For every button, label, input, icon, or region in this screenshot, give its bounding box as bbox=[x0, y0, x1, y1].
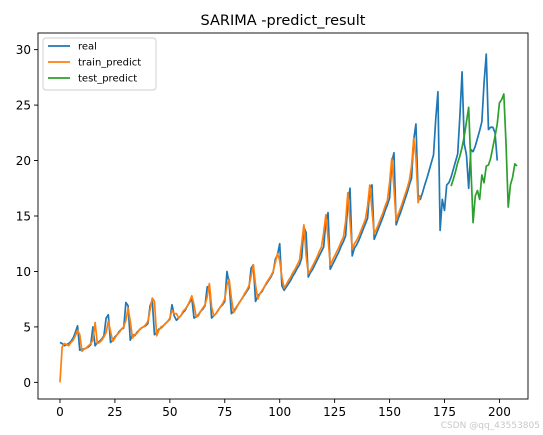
x-tick-label: 75 bbox=[217, 405, 232, 419]
legend-box bbox=[42, 37, 157, 91]
x-tick-label: 150 bbox=[378, 405, 401, 419]
watermark: CSDN @qq_43553805 bbox=[441, 421, 540, 431]
x-tick-label: 125 bbox=[323, 405, 346, 419]
series-layer bbox=[59, 53, 518, 383]
legend-label-test-predict: test_predict bbox=[78, 74, 137, 85]
x-tick-label: 50 bbox=[162, 405, 177, 419]
x-tick-label: 25 bbox=[107, 405, 122, 419]
y-tick-label: 30 bbox=[16, 43, 31, 57]
series-line-train-predict bbox=[59, 137, 422, 383]
series-line-test-predict bbox=[450, 93, 518, 224]
legend: real train_predict test_predict bbox=[42, 37, 157, 91]
y-tick-label: 25 bbox=[16, 99, 31, 113]
y-tick-label: 10 bbox=[16, 265, 31, 279]
ticks-layer: 0 25 50 75 100 125 150 175 200 0 5 10 15 20 25 30 bbox=[16, 43, 511, 419]
legend-label-train-predict: train_predict bbox=[78, 58, 141, 69]
x-tick-label: 100 bbox=[268, 405, 291, 419]
chart-title: SARIMA -predict_result bbox=[201, 13, 366, 29]
legend-label-real: real bbox=[78, 42, 97, 53]
x-tick-label: 175 bbox=[433, 405, 456, 419]
y-tick-label: 20 bbox=[16, 154, 31, 168]
y-tick-label: 5 bbox=[23, 320, 31, 334]
y-tick-label: 0 bbox=[23, 376, 31, 390]
x-tick-label: 200 bbox=[488, 405, 511, 419]
y-tick-label: 15 bbox=[16, 210, 31, 224]
x-tick-label: 0 bbox=[56, 405, 64, 419]
